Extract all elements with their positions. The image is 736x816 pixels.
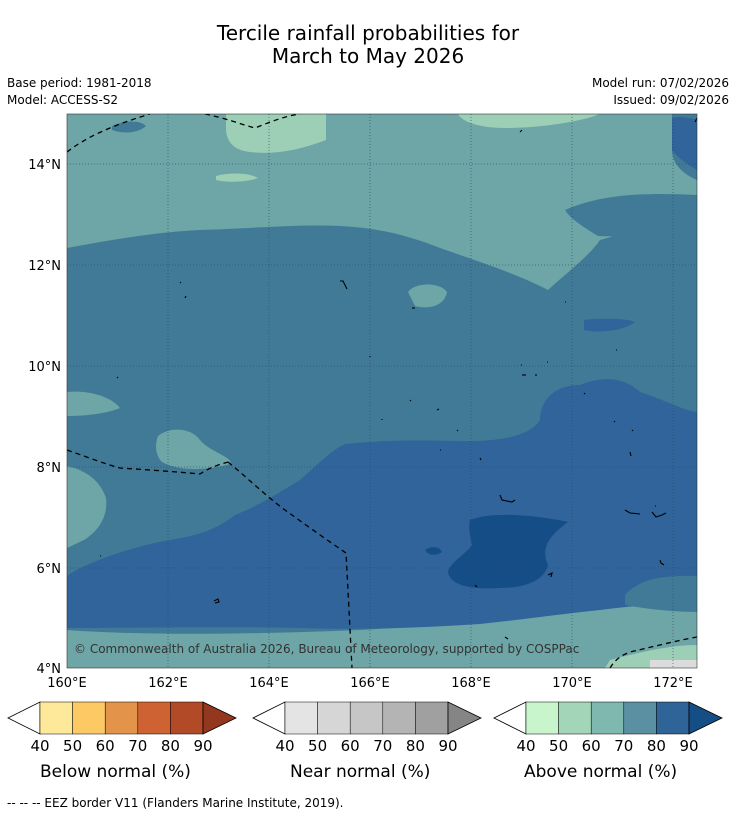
colorbar-low-arrow (7, 701, 41, 735)
colorbar-below-normal: 40 50 60 70 80 90 (7, 701, 237, 755)
colorbar-segment (349, 701, 384, 735)
meta-left: Base period: 1981-2018 Model: ACCESS-S2 (7, 75, 152, 109)
issued-date: Issued: 09/02/2026 (613, 93, 729, 107)
colorbar-segment (137, 701, 171, 735)
colorbar-segment (39, 701, 73, 735)
colorbar-segment (104, 701, 139, 735)
colorbar-segment (623, 701, 657, 735)
lat-label: 8°N (37, 461, 62, 476)
zone-grey (650, 660, 697, 668)
zone-60-70-island (156, 429, 231, 469)
colorbar-high-arrow (447, 701, 482, 735)
zone-70-80-nw-blob (112, 121, 146, 133)
colorbar-low-arrow (493, 701, 527, 735)
colorbar-tick-label: 80 (406, 737, 425, 755)
zone-60-70-west (67, 391, 120, 416)
colorbar-above-normal: 40 50 60 70 80 90 (493, 701, 723, 755)
colorbar-tick-label: 60 (341, 737, 360, 755)
colorbar-tick-label: 40 (30, 737, 49, 755)
colorbar-segment (656, 701, 690, 735)
colorbar-segment (170, 701, 204, 735)
colorbar-tick-label: 90 (438, 737, 457, 755)
lon-label: 164°E (249, 676, 289, 691)
colorbar-label-above: Above normal (%) (524, 762, 678, 782)
lat-label: 14°N (28, 158, 61, 173)
colorbar-tick-label: 70 (614, 737, 633, 755)
colorbar-low-arrow (252, 701, 286, 735)
lat-label: 4°N (37, 662, 62, 677)
colorbar-label-near: Near normal (%) (290, 762, 431, 782)
base-period: Base period: 1981-2018 (7, 76, 152, 90)
title-line-1: Tercile rainfall probabilities for (216, 21, 520, 45)
zone-60-70-center (408, 284, 447, 308)
zone-80-90-ne (584, 318, 635, 332)
colorbar-tick-label: 60 (582, 737, 601, 755)
zone-60-70-sw (67, 466, 107, 548)
islands (100, 117, 697, 640)
meta-right: Model run: 07/02/2026 Issued: 09/02/2026 (592, 75, 729, 109)
colorbar-tick-label: 90 (679, 737, 698, 755)
colorbar-tick-label: 70 (373, 737, 392, 755)
colorbar-tick-label: 60 (96, 737, 115, 755)
colorbar-tick-label: 40 (516, 737, 535, 755)
colorbar-segment (590, 701, 625, 735)
colorbar-tick-label: 80 (161, 737, 180, 755)
zone-50-60-north2 (458, 114, 600, 128)
zone-70-80-ne (565, 193, 697, 237)
lon-labels: 160°E 162°E 164°E 166°E 168°E 170°E 172°… (47, 676, 693, 691)
lon-label: 170°E (552, 676, 592, 691)
copyright-text: © Commonwealth of Australia 2026, Bureau… (74, 642, 579, 656)
colorbar-tick-label: 40 (275, 737, 294, 755)
lat-labels: 14°N 12°N 10°N 8°N 6°N 4°N (28, 158, 61, 677)
colorbar-segment (284, 701, 318, 735)
eez-footnote: -- -- -- EEZ border V11 (Flanders Marine… (7, 796, 344, 810)
lon-label: 162°E (148, 676, 188, 691)
zone-50-60-north (226, 114, 326, 153)
zone-70-80-south-strip (625, 575, 697, 612)
model-run: Model run: 07/02/2026 (591, 76, 729, 90)
lon-label: 166°E (350, 676, 390, 691)
colorbar-tick-label: 70 (128, 737, 147, 755)
lat-label: 12°N (28, 259, 61, 274)
graticule (67, 114, 697, 668)
colorbar-high-arrow (688, 701, 723, 735)
model-name: Model: ACCESS-S2 (7, 93, 119, 107)
colorbar-tick-label: 50 (549, 737, 568, 755)
map-title: Tercile rainfall probabilities for March… (0, 22, 736, 68)
colorbar-tick-label: 50 (308, 737, 327, 755)
colorbar-tick-label: 80 (647, 737, 666, 755)
probability-map: © Commonwealth of Australia 2026, Bureau… (67, 114, 697, 668)
colorbar-segment (382, 701, 416, 735)
colorbar-segment (72, 701, 106, 735)
zone-60-70-south (67, 594, 697, 668)
map-frame (66, 113, 698, 669)
lon-label: 160°E (47, 676, 87, 691)
colorbar-tick-label: 90 (193, 737, 212, 755)
colorbar-label-below: Below normal (%) (40, 762, 191, 782)
title-line-2: March to May 2026 (271, 44, 465, 68)
zone-90-blob (425, 547, 442, 555)
lat-label: 6°N (37, 562, 62, 577)
lon-label: 172°E (653, 676, 693, 691)
zone-80-90-top (672, 117, 697, 170)
colorbar-high-arrow (202, 701, 237, 735)
colorbar-segment (558, 701, 592, 735)
colorbar-segment (525, 701, 559, 735)
zone-90 (448, 514, 568, 589)
colorbar-segment (415, 701, 449, 735)
colorbar-near-normal: 40 50 60 70 80 90 (252, 701, 482, 755)
zone-50-60-small (216, 173, 258, 182)
eez-borders (67, 114, 697, 668)
lat-label: 10°N (28, 360, 61, 375)
colorbar-segment (317, 701, 351, 735)
colorbar-tick-label: 50 (63, 737, 82, 755)
lon-label: 168°E (451, 676, 491, 691)
